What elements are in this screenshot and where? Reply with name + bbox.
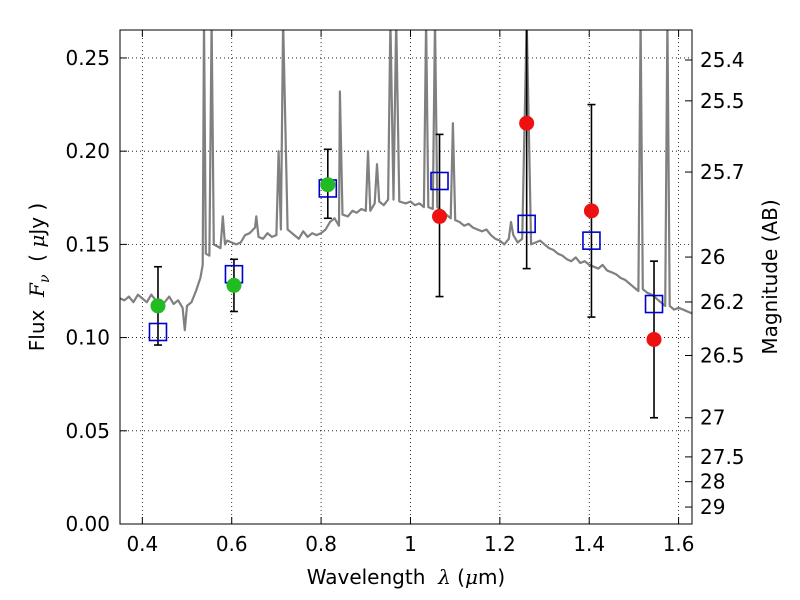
y-tick-label: 0.20 [65,139,110,163]
x-tick-label: 0.6 [216,532,248,556]
model-photometry-square [582,231,601,250]
x-tick-label: 1.6 [663,532,695,556]
plot-frame [119,29,693,525]
y-tick-label: 0.00 [65,512,110,536]
model-photometry-group [148,171,664,342]
y-axis-label: Flux Fν ( μJy ) [25,203,53,351]
model-photometry-square [644,294,664,314]
red-data-point [646,331,662,347]
model-photometry-square [517,214,536,234]
y2-tick-label: 25.7 [700,160,745,184]
y2-tick-label: 25.4 [700,48,745,72]
y2-tick-label: 26.2 [700,290,745,314]
x-axis-ticks: 0.4 0.6 0.8 1 1.2 1.4 1.6 [126,30,695,556]
y2-tick-label: 26.5 [700,343,745,367]
red-data-point [432,208,448,224]
x-tick-label: 1 [404,532,417,556]
y2-tick-label: 26 [700,245,725,269]
green-data-point [320,177,336,193]
red-data-point [583,203,599,219]
y-tick-label: 0.05 [65,419,110,443]
y2-tick-label: 27 [700,406,725,430]
y2-axis-label: Magnitude (AB) [758,199,782,354]
x-tick-label: 1.2 [484,532,516,556]
x-axis-label: Wavelength λ (μm) [307,565,506,589]
y-axis-ticks: 0.00 0.05 0.10 0.15 0.20 0.25 [65,46,127,536]
model-photometry-square [430,171,449,191]
y-tick-label: 0.25 [65,46,110,70]
green-data-point [150,298,166,314]
red-data-point [519,115,535,131]
y2-tick-label: 25.5 [700,89,745,113]
x-tick-label: 1.4 [573,532,605,556]
green-data-point [226,277,242,293]
x-tick-label: 0.4 [126,532,158,556]
y-tick-label: 0.15 [65,232,110,256]
y2-tick-label: 28 [700,470,725,494]
model-photometry-square [148,322,168,342]
x-tick-label: 0.8 [305,532,337,556]
y-tick-label: 0.10 [65,326,110,350]
y2-tick-label: 27.5 [700,445,745,469]
y2-tick-label: 29 [700,495,725,519]
observed-photometry-group [150,115,662,347]
